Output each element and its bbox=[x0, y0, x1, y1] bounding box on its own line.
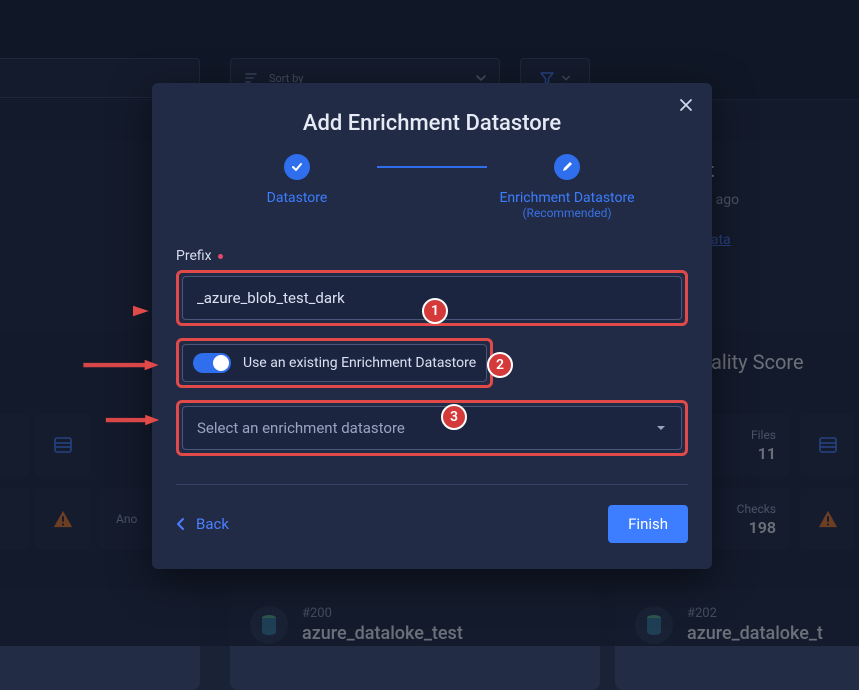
step-sublabel: (Recommended) bbox=[522, 206, 611, 220]
edit-icon bbox=[561, 161, 573, 173]
modal-form: Prefix Use an existing Enrichment Datast… bbox=[152, 230, 712, 460]
add-enrichment-datastore-modal: Add Enrichment Datastore Datastore Enric… bbox=[152, 83, 712, 569]
modal-footer: Back Finish bbox=[152, 485, 712, 569]
step-label: Enrichment Datastore bbox=[499, 190, 634, 206]
chevron-down-icon bbox=[655, 422, 667, 434]
select-placeholder: Select an enrichment datastore bbox=[197, 419, 405, 437]
step-datastore[interactable]: Datastore bbox=[217, 154, 377, 206]
use-existing-toggle[interactable] bbox=[193, 353, 231, 373]
enrichment-datastore-select[interactable]: Select an enrichment datastore bbox=[183, 407, 681, 449]
chevron-left-icon bbox=[176, 517, 186, 531]
prefix-label: Prefix bbox=[176, 248, 688, 264]
step-connector bbox=[377, 166, 487, 168]
prefix-callout bbox=[176, 270, 688, 326]
back-label: Back bbox=[196, 515, 229, 533]
prefix-input[interactable] bbox=[183, 277, 681, 319]
toggle-label: Use an existing Enrichment Datastore bbox=[243, 355, 476, 371]
wizard-stepper: Datastore Enrichment Datastore (Recommen… bbox=[152, 154, 712, 230]
check-icon bbox=[290, 160, 304, 174]
step-label: Datastore bbox=[267, 190, 328, 206]
back-button[interactable]: Back bbox=[176, 515, 229, 533]
required-indicator bbox=[218, 254, 223, 259]
close-icon bbox=[678, 97, 694, 113]
toggle-callout: Use an existing Enrichment Datastore bbox=[176, 338, 493, 388]
close-button[interactable] bbox=[678, 97, 694, 117]
modal-title: Add Enrichment Datastore bbox=[152, 83, 712, 154]
finish-button[interactable]: Finish bbox=[608, 505, 688, 543]
step-enrichment-datastore[interactable]: Enrichment Datastore (Recommended) bbox=[487, 154, 647, 220]
select-callout: Select an enrichment datastore bbox=[176, 400, 688, 456]
